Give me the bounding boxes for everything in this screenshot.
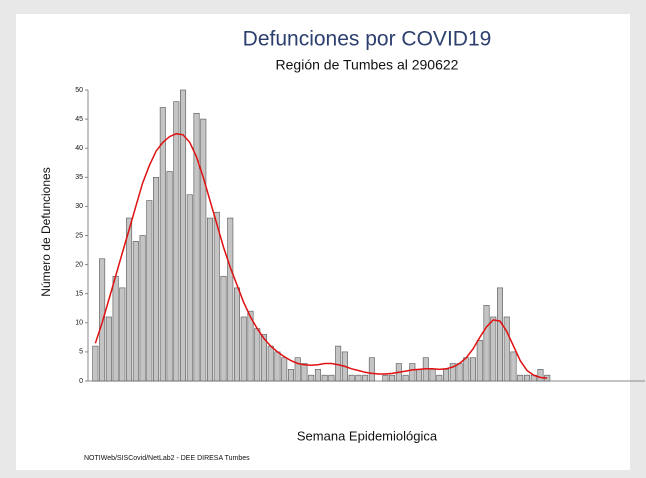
y-tick-label: 35	[75, 174, 83, 181]
bar	[119, 287, 126, 382]
bar	[490, 316, 497, 382]
bar	[139, 235, 146, 382]
bar	[355, 374, 362, 382]
bar	[132, 241, 139, 382]
bar	[233, 287, 240, 382]
bar	[314, 369, 321, 382]
bar	[180, 89, 187, 382]
y-tick-label: 10	[75, 320, 83, 327]
bar	[389, 374, 396, 382]
bar	[173, 101, 180, 382]
bar	[186, 194, 193, 382]
bar	[193, 112, 200, 382]
y-tick-label: 25	[75, 232, 83, 239]
bar	[335, 345, 342, 382]
bar	[240, 316, 247, 382]
bar	[503, 316, 510, 382]
bar	[463, 357, 470, 382]
bar	[456, 363, 463, 382]
bar	[523, 374, 530, 382]
source-note: NOTIWeb/SISCovid/NetLab2 - DEE DIRESA Tu…	[84, 455, 250, 462]
y-tick-label: 0	[79, 378, 83, 385]
y-tick-label: 40	[75, 145, 83, 152]
bar	[476, 339, 483, 382]
bar	[470, 357, 477, 382]
bar	[105, 316, 112, 382]
bar	[126, 217, 133, 382]
y-tick-label: 15	[75, 291, 83, 298]
bar	[254, 328, 261, 382]
bar	[537, 369, 544, 382]
bar	[207, 217, 214, 382]
bar	[429, 369, 436, 382]
bar	[153, 177, 160, 382]
bar	[146, 200, 153, 382]
bar	[213, 211, 220, 382]
bar	[281, 357, 288, 382]
bar	[301, 363, 308, 382]
bar	[294, 357, 301, 382]
bar	[368, 357, 375, 382]
bar	[166, 171, 173, 382]
bar	[443, 369, 450, 382]
y-axis-label: Número de Defunciones	[39, 167, 53, 296]
chart-subtitle: Región de Tumbes al 290622	[276, 57, 459, 73]
bar	[362, 374, 369, 382]
x-axis-label: Semana Epidemiológica	[297, 428, 438, 443]
bar	[436, 374, 443, 382]
bar	[159, 107, 166, 382]
y-tick-label: 30	[75, 203, 83, 210]
trend-line	[94, 132, 548, 379]
bar	[416, 369, 423, 382]
bar	[227, 217, 234, 382]
bar	[328, 374, 335, 382]
bar	[497, 287, 504, 382]
bar	[517, 374, 524, 382]
bar	[260, 334, 267, 382]
chart-title: Defunciones por COVID19	[243, 28, 492, 51]
bar	[409, 363, 416, 382]
bar	[382, 374, 389, 382]
bar	[267, 345, 274, 382]
bar	[510, 351, 517, 382]
y-tick-label: 20	[75, 261, 83, 268]
y-tick-label: 45	[75, 116, 83, 123]
y-tick-label: 5	[79, 349, 83, 356]
bar	[274, 351, 281, 382]
chart-panel	[16, 14, 630, 470]
bar	[247, 310, 254, 382]
bar	[321, 374, 328, 382]
bar	[483, 305, 490, 382]
bar	[99, 258, 106, 382]
bar	[220, 275, 227, 382]
y-tick-label: 50	[75, 87, 83, 94]
bar	[112, 275, 119, 382]
bar	[200, 118, 207, 382]
bar	[308, 374, 315, 382]
bar	[287, 369, 294, 382]
bar	[92, 345, 99, 382]
bar	[348, 374, 355, 382]
bar	[449, 363, 456, 382]
bar	[402, 374, 409, 382]
